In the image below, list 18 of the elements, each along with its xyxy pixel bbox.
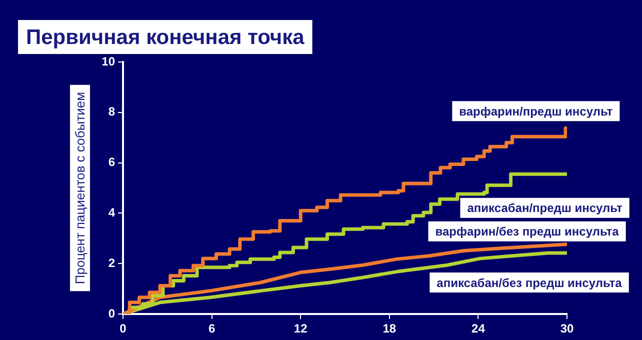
y-axis-title: Процент пациентов с событием (72, 92, 88, 284)
y-tick-label: 0 (108, 306, 116, 320)
x-tick-label: 12 (294, 322, 308, 336)
series-label: апиксабан/без предш инсульта (436, 276, 622, 290)
x-tick-label: 30 (560, 322, 574, 336)
x-tick-label: 24 (472, 322, 486, 336)
y-tick-label: 4 (108, 206, 116, 220)
text: варфарин/предш инсульт (459, 104, 613, 118)
x-tick-label: 0 (120, 322, 127, 336)
series-label: апиксабан/предш инсульт (467, 201, 622, 216)
y-tick-label: 10 (102, 54, 116, 68)
x-tick-label: 18 (382, 322, 396, 336)
y-tick-label: 8 (108, 104, 116, 119)
y-tick-label: 2 (108, 256, 116, 270)
x-tick-label: 6 (208, 322, 216, 336)
chart-title: Первичная конечная точка (26, 26, 305, 49)
series-label: варфарин/без предш инсульта (435, 224, 620, 239)
y-tick-label: 6 (108, 155, 116, 170)
